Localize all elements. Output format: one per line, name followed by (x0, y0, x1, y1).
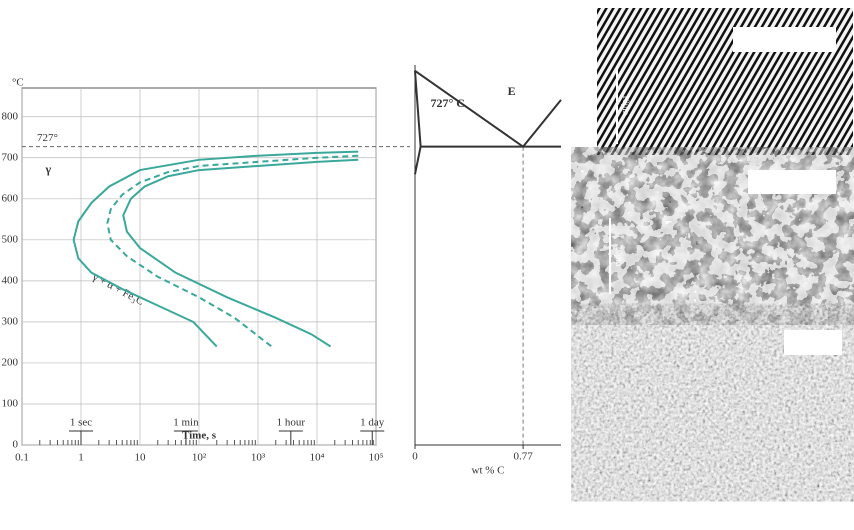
y-axis-label: °C (12, 77, 24, 89)
x-tick-label: 10⁴ (310, 452, 325, 464)
y-tick-label: 600 (2, 192, 19, 204)
scale-label: 10μm (614, 246, 624, 267)
x-tick-label: 10² (192, 452, 207, 464)
series-line (414, 70, 422, 175)
x-tick-label: 1 (78, 452, 84, 464)
x-tick-label: 0.77 (513, 451, 533, 463)
y-tick-label: 700 (2, 151, 19, 163)
time-mark-label: 1 day (360, 417, 385, 429)
x-tick-label: 10 (135, 452, 147, 464)
series-line (122, 158, 359, 348)
y-tick-label: 0 (13, 439, 19, 451)
y-tick-label: 500 (2, 233, 19, 245)
x-tick-label: 10³ (251, 452, 266, 464)
x-tick-label: 0.1 (15, 452, 29, 464)
time-mark-label: 1 sec (70, 417, 92, 429)
x-tick-label: 10⁵ (369, 452, 384, 464)
label-box (748, 170, 836, 194)
y-tick-label: 400 (2, 274, 19, 286)
time-mark-label: 1 hour (277, 417, 306, 429)
series-line (106, 154, 359, 348)
label-box (733, 27, 836, 52)
series-line (72, 150, 359, 348)
time-mark-label: 1 min (173, 417, 199, 429)
annotation: E (508, 84, 516, 98)
reference-label: 727° (37, 132, 58, 144)
x-axis-label: wt % C (472, 465, 505, 477)
y-tick-label: 200 (2, 356, 19, 368)
annotation: γ (44, 162, 51, 176)
micrographs: 10μm 10μm (597, 8, 853, 485)
x-tick-label: 0 (412, 451, 418, 463)
y-tick-label: 300 (2, 315, 19, 327)
label-box (784, 330, 842, 355)
scale-label: 10μm (621, 95, 631, 116)
y-tick-label: 100 (2, 397, 19, 409)
y-tick-label: 800 (2, 110, 19, 122)
x-axis-label: Time, s (182, 430, 217, 442)
